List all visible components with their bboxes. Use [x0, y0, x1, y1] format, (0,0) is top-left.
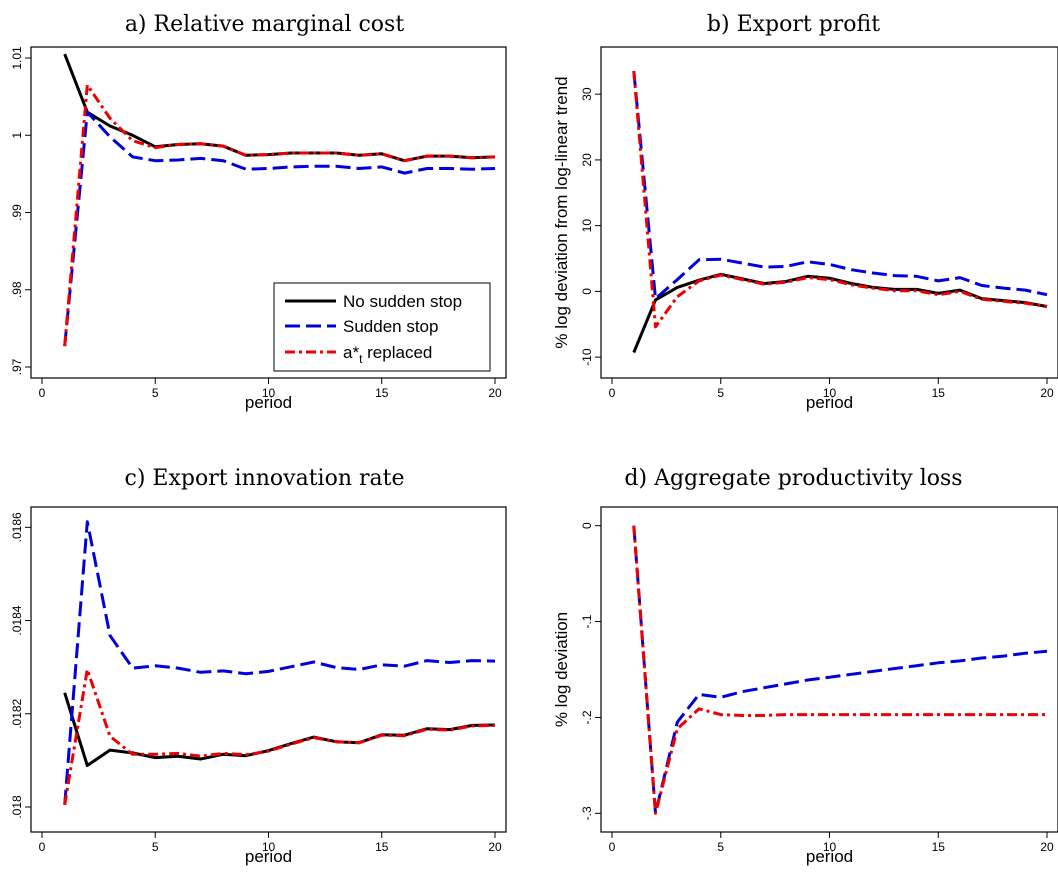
y-tick-label: -10 [580, 348, 594, 366]
y-tick-label: 10 [580, 219, 594, 233]
y-tick-label: .99 [10, 204, 24, 221]
x-tick-label: 0 [609, 840, 616, 854]
y-tick-label: .98 [10, 281, 24, 298]
y-tick-label: -.1 [580, 614, 594, 628]
x-tick-label: 20 [1040, 840, 1054, 854]
y-axis-label: % log deviation [552, 612, 571, 727]
series-line-sudden-stop [632, 525, 1048, 815]
x-tick-label: 5 [152, 840, 159, 854]
x-tick-label: 5 [152, 386, 159, 400]
x-tick-label: 20 [1040, 386, 1054, 400]
y-tick-label: -.2 [580, 710, 594, 724]
series-line-a-t-replaced [632, 70, 1048, 329]
series-line-a-t-replaced [63, 83, 496, 347]
panel-b: 0 5 10 15 20 period -10 0 10 20 30 % log deviation … [552, 46, 1058, 412]
x-tick-label: 5 [717, 840, 724, 854]
y-tick-label: .0186 [10, 512, 24, 542]
series-line-sudden-stop [632, 70, 1048, 301]
x-tick-label: 5 [717, 386, 724, 400]
x-tick-label: 20 [488, 386, 502, 400]
panel-b-title: b) Export profit [706, 12, 881, 37]
x-axis-label: period [245, 393, 292, 412]
panel-d: 0 5 10 15 20 period -.3 -.2 -.1 0 % log deviation [552, 506, 1058, 866]
y-tick-label: 1 [10, 132, 24, 139]
series-line-a-t-replaced [63, 668, 496, 805]
panel-a-title: a) Relative marginal cost [124, 12, 405, 37]
x-tick-label: 10 [823, 386, 837, 400]
series-line-no-sudden-stop [63, 53, 496, 163]
y-tick-label: 20 [580, 153, 594, 167]
x-axis-label: period [806, 393, 853, 412]
legend: No sudden stop Sudden stop a*t replaced [273, 282, 491, 372]
y-axis-label: % log deviation from log-linear trend [552, 76, 571, 348]
y-tick-label: .0184 [10, 605, 24, 635]
y-tick-label: -.3 [580, 806, 594, 820]
x-tick-label: 10 [262, 840, 276, 854]
y-tick-label: 0 [580, 288, 594, 295]
x-tick-label: 15 [375, 840, 389, 854]
legend-label-sudden-stop: Sudden stop [343, 317, 438, 336]
x-tick-label: 10 [823, 840, 837, 854]
panel-c: 0 5 10 15 20 period .018 .0182 .0184 .0186 [10, 506, 507, 866]
y-tick-label: 0 [580, 522, 594, 529]
legend-label-replaced: a*t replaced [343, 343, 432, 366]
x-axis-label: period [245, 847, 292, 866]
panel-a: 0 5 10 15 20 period .97 .98 .99 1 1.01 [10, 46, 507, 412]
panel-c-title: c) Export innovation rate [124, 466, 405, 491]
plot-frame [600, 46, 1058, 379]
x-tick-label: 0 [39, 386, 46, 400]
plot-frame [30, 506, 507, 833]
y-tick-label: .018 [10, 795, 24, 819]
series-line-a-t-replaced [632, 525, 1047, 815]
plot-frame [600, 506, 1058, 833]
x-tick-label: 15 [932, 840, 946, 854]
x-axis-label: period [806, 847, 853, 866]
x-tick-label: 15 [375, 386, 389, 400]
y-tick-label: 30 [580, 87, 594, 101]
series-line-sudden-stop [63, 520, 496, 805]
series-line-sudden-stop [63, 110, 496, 347]
legend-label-no-sudden-stop: No sudden stop [343, 292, 462, 311]
y-tick-label: .0182 [10, 698, 24, 728]
x-tick-label: 20 [488, 840, 502, 854]
x-tick-label: 0 [39, 840, 46, 854]
x-tick-label: 15 [932, 386, 946, 400]
y-tick-label: 1.01 [10, 46, 24, 70]
y-tick-label: .97 [10, 358, 24, 375]
panel-d-title: d) Aggregate productivity loss [624, 466, 963, 491]
x-tick-label: 0 [609, 386, 616, 400]
x-tick-label: 10 [262, 386, 276, 400]
